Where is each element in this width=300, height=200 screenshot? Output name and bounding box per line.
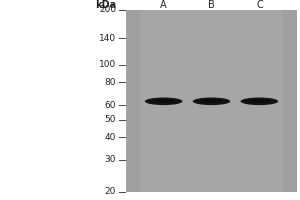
- Text: 50: 50: [105, 115, 116, 124]
- Text: C: C: [256, 0, 263, 10]
- Text: 30: 30: [105, 155, 116, 164]
- Text: B: B: [208, 0, 215, 10]
- Text: 80: 80: [105, 78, 116, 87]
- Ellipse shape: [152, 99, 175, 103]
- Text: kDa: kDa: [95, 0, 116, 10]
- Text: 40: 40: [105, 133, 116, 142]
- Text: A: A: [160, 0, 167, 10]
- FancyBboxPatch shape: [236, 10, 283, 192]
- Ellipse shape: [241, 98, 278, 105]
- Text: 140: 140: [99, 34, 116, 43]
- Ellipse shape: [193, 98, 230, 105]
- FancyBboxPatch shape: [126, 10, 297, 192]
- Text: 20: 20: [105, 188, 116, 196]
- Ellipse shape: [248, 99, 271, 103]
- Ellipse shape: [145, 98, 182, 105]
- FancyBboxPatch shape: [140, 10, 188, 192]
- Text: 60: 60: [105, 101, 116, 110]
- Text: 100: 100: [99, 60, 116, 69]
- Ellipse shape: [200, 99, 223, 103]
- Text: 200: 200: [99, 5, 116, 15]
- FancyBboxPatch shape: [188, 10, 236, 192]
